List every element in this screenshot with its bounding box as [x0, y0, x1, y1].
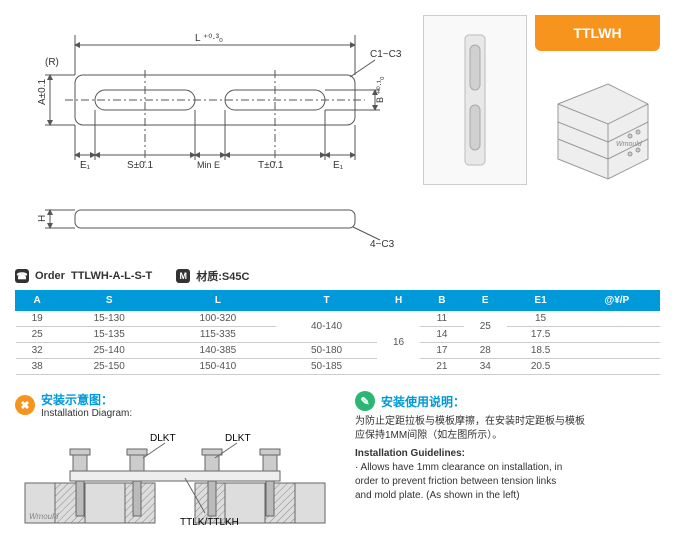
cell: 14: [420, 327, 463, 343]
col-@¥/P: @¥/P: [574, 291, 659, 311]
order-line: ☎ Order TTLWH-A-L-S-T M 材质:S45C: [15, 268, 660, 284]
product-badge: TTLWH: [535, 15, 660, 51]
material-icon: M: [176, 269, 190, 283]
cell: 19: [16, 311, 59, 327]
install-diagram-section: ✖ 安装示意图： Installation Diagram:: [15, 391, 335, 536]
cell: 16: [377, 311, 420, 375]
cell: 28: [464, 343, 507, 359]
dlkt-label-2: DLKT: [225, 433, 251, 444]
dim-r: (R): [45, 57, 59, 68]
cell: 140-385: [160, 343, 277, 359]
table-row: 1915-130100-32040-14016112515: [16, 311, 660, 327]
cell: 15-130: [59, 311, 160, 327]
mold-assembly-image: Wmould: [535, 59, 660, 189]
technical-drawing: (R) L ⁺⁰·³₀ C1~C3 A±0.1 B ⁺⁰·¹₀ E₁ S±0.1…: [15, 15, 415, 258]
install-title-en: Installation Diagram:: [41, 408, 132, 419]
col-S: S: [59, 291, 160, 311]
top-row: (R) L ⁺⁰·³₀ C1~C3 A±0.1 B ⁺⁰·¹₀ E₁ S±0.1…: [15, 15, 660, 258]
guide-cn-2: 应保持1MM间隙（如左图所示）。: [355, 429, 660, 443]
cell: 25-140: [59, 343, 160, 359]
dim-e1r: E₁: [333, 160, 344, 171]
col-A: A: [16, 291, 59, 311]
guide-icon: ✎: [355, 391, 375, 411]
col-T: T: [276, 291, 377, 311]
guidelines-section: ✎ 安装使用说明： 为防止定距拉板与模板摩擦，在安装时定距板与模板 应保持1MM…: [355, 391, 660, 536]
col-B: B: [420, 291, 463, 311]
install-title-cn: 安装示意图：: [41, 393, 113, 407]
guide-title-cn: 安装使用说明：: [381, 393, 465, 410]
cell: [574, 311, 659, 327]
bottom-row: ✖ 安装示意图： Installation Diagram:: [15, 391, 660, 536]
cell: 115-335: [160, 327, 277, 343]
install-diagram: DLKT DLKT TTLK/TTLKH Wmould: [15, 423, 335, 533]
dim-s: S±0.1: [127, 160, 153, 171]
guide-title-en: Installation Guidelines:: [355, 447, 660, 461]
right-column: TTLWH Wmould: [535, 15, 660, 189]
cell: 17.5: [507, 327, 574, 343]
cell: [574, 359, 659, 375]
dim-b: B ⁺⁰·¹₀: [375, 76, 385, 103]
cell: 25-150: [59, 359, 160, 375]
cell: 17: [420, 343, 463, 359]
cell: [574, 327, 659, 343]
install-icon: ✖: [15, 395, 35, 415]
cell: 20.5: [507, 359, 574, 375]
col-L: L: [160, 291, 277, 311]
col-E: E: [464, 291, 507, 311]
cell: 50-185: [276, 359, 377, 375]
guide-en-2: order to prevent friction between tensio…: [355, 475, 660, 489]
order-format: TTLWH-A-L-S-T: [71, 270, 152, 282]
dim-l: L ⁺⁰·³₀: [195, 33, 223, 44]
dim-a: A±0.1: [37, 79, 48, 105]
brand-logo: Wmould: [616, 141, 643, 148]
cell: 40-140: [276, 311, 377, 343]
dim-e1l: E₁: [80, 160, 91, 171]
cell: [574, 343, 659, 359]
cell: 38: [16, 359, 59, 375]
spec-table: ASLTHBEE1@¥/P 1915-130100-32040-14016112…: [15, 290, 660, 375]
cell: 50-180: [276, 343, 377, 359]
material-label: 材质:S45C: [196, 268, 249, 284]
guide-en-3: and mold plate. (As shown in the left): [355, 489, 660, 503]
table-row: 3825-150150-41050-185 213420.5: [16, 359, 660, 375]
dim-h: H: [37, 215, 48, 222]
cell: 25: [16, 327, 59, 343]
col-H: H: [377, 291, 420, 311]
ttlk-label: TTLK/TTLKH: [180, 517, 239, 528]
dim-mine: Min E: [197, 160, 220, 170]
cell: 150-410: [160, 359, 277, 375]
cell: 15: [507, 311, 574, 327]
guide-cn-1: 为防止定距拉板与模板摩擦，在安装时定距板与模板: [355, 415, 660, 429]
dim-c1c3: C1~C3: [370, 49, 402, 60]
product-image-link: [423, 15, 527, 185]
cell: 25: [464, 311, 507, 343]
cell: 32: [16, 343, 59, 359]
col-E1: E1: [507, 291, 574, 311]
cell: 11: [420, 311, 463, 327]
order-label: Order: [35, 270, 65, 282]
cell: 18.5: [507, 343, 574, 359]
dlkt-label-1: DLKT: [150, 433, 176, 444]
dim-4c3: 4−C3: [370, 239, 395, 250]
cell: 34: [464, 359, 507, 375]
dim-t: T±0.1: [258, 160, 284, 171]
table-row: 3225-140140-38550-180 172818.5: [16, 343, 660, 359]
cell: 15-135: [59, 327, 160, 343]
brand-logo-2: Wmould: [29, 512, 59, 521]
cell: 21: [420, 359, 463, 375]
guide-en-1: · Allows have 1mm clearance on installat…: [355, 461, 660, 475]
phone-icon: ☎: [15, 269, 29, 283]
cell: 100-320: [160, 311, 277, 327]
